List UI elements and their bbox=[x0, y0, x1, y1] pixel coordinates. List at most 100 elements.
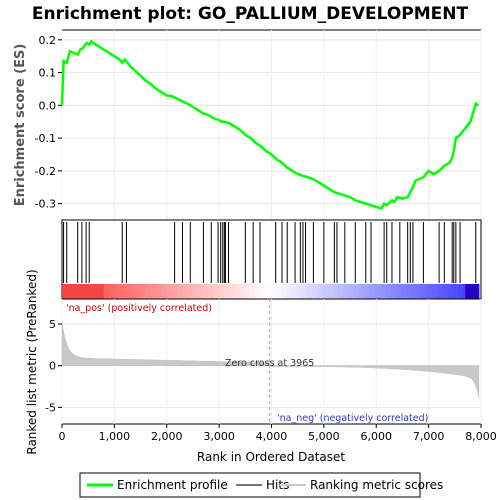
color-bar-segment bbox=[270, 284, 276, 299]
color-bar-segment bbox=[317, 284, 323, 299]
color-bar-segment bbox=[177, 284, 183, 299]
color-bar-segment bbox=[401, 284, 407, 299]
color-bar-segment bbox=[255, 284, 261, 299]
color-bar-segment bbox=[250, 284, 256, 299]
color-bar-segment bbox=[442, 284, 448, 299]
color-bar-segment bbox=[93, 284, 99, 299]
color-bar-segment bbox=[203, 284, 209, 299]
color-bar-segment bbox=[72, 284, 78, 299]
es-tick-label: 0.0 bbox=[39, 99, 57, 112]
ranked-tick-label: 0 bbox=[49, 360, 56, 373]
color-bar-segment bbox=[104, 284, 110, 299]
color-bar-segment bbox=[416, 284, 422, 299]
color-bar-segment bbox=[465, 284, 479, 299]
x-axis-label: Rank in Ordered Dataset bbox=[197, 450, 345, 464]
legend-label-ranking: Ranking metric scores bbox=[310, 478, 443, 492]
x-tick-label: 7,000 bbox=[413, 430, 445, 443]
color-bar-segment bbox=[260, 284, 266, 299]
color-bar-segment bbox=[396, 284, 402, 299]
ranked-ylabel: Ranked list metric (PreRanked) bbox=[25, 269, 39, 454]
color-bar-segment bbox=[437, 284, 443, 299]
color-bar-segment bbox=[125, 284, 131, 299]
x-tick-label: 0 bbox=[59, 430, 66, 443]
color-bar-segment bbox=[114, 284, 120, 299]
color-bar-segment bbox=[302, 284, 308, 299]
color-bar-segment bbox=[349, 284, 355, 299]
color-bar-segment bbox=[307, 284, 313, 299]
color-bar-segment bbox=[192, 284, 198, 299]
color-bar-segment bbox=[343, 284, 349, 299]
color-bar-segment bbox=[151, 284, 157, 299]
color-bar-segment bbox=[119, 284, 125, 299]
color-bar-segment bbox=[171, 284, 177, 299]
x-tick-label: 4,000 bbox=[256, 430, 288, 443]
color-bar-segment bbox=[422, 284, 428, 299]
color-bar-segment bbox=[354, 284, 360, 299]
es-tick-label: 0.1 bbox=[39, 67, 57, 80]
color-bar-segment bbox=[67, 284, 73, 299]
x-tick-label: 3,000 bbox=[203, 430, 235, 443]
color-bar-segment bbox=[333, 284, 339, 299]
color-bar-segment bbox=[135, 284, 141, 299]
color-bar-segment bbox=[208, 284, 214, 299]
ranked-tick-label: -5 bbox=[45, 401, 56, 414]
color-bar-segment bbox=[62, 284, 68, 299]
x-tick-label: 8,000 bbox=[465, 430, 497, 443]
color-bar-segment bbox=[328, 284, 334, 299]
color-bar-segment bbox=[166, 284, 172, 299]
color-bar-segment bbox=[286, 284, 292, 299]
color-bar-segment bbox=[406, 284, 412, 299]
color-bar-segment bbox=[156, 284, 162, 299]
color-bar-segment bbox=[213, 284, 219, 299]
color-bar-segment bbox=[380, 284, 386, 299]
color-bar-segment bbox=[411, 284, 417, 299]
color-bar-segment bbox=[323, 284, 329, 299]
x-tick-label: 2,000 bbox=[151, 430, 183, 443]
color-bar-segment bbox=[145, 284, 151, 299]
color-bar-segment bbox=[244, 284, 250, 299]
color-bar-segment bbox=[88, 284, 94, 299]
color-bar-segment bbox=[239, 284, 245, 299]
es-tick-label: -0.2 bbox=[35, 165, 56, 178]
color-bar-segment bbox=[375, 284, 381, 299]
color-bar-segment bbox=[453, 284, 459, 299]
color-bar-segment bbox=[359, 284, 365, 299]
color-bar-segment bbox=[109, 284, 115, 299]
color-bar-segment bbox=[448, 284, 454, 299]
color-bar-segment bbox=[338, 284, 344, 299]
ranked-tick-label: 5 bbox=[49, 318, 56, 331]
color-bar-segment bbox=[161, 284, 167, 299]
color-bar-segment bbox=[229, 284, 235, 299]
color-bar-segment bbox=[224, 284, 230, 299]
color-bar-segment bbox=[78, 284, 84, 299]
color-bar-segment bbox=[291, 284, 297, 299]
color-bar-segment bbox=[98, 284, 104, 299]
color-bar-segment bbox=[369, 284, 375, 299]
color-bar-segment bbox=[276, 284, 282, 299]
color-bar-segment bbox=[385, 284, 391, 299]
pos-label: 'na_pos' (positively correlated) bbox=[66, 303, 212, 314]
color-bar-segment bbox=[427, 284, 433, 299]
color-bar-segment bbox=[234, 284, 240, 299]
legend-label-enrichment: Enrichment profile bbox=[117, 478, 228, 492]
color-bar-segment bbox=[390, 284, 396, 299]
chart-title: Enrichment plot: GO_PALLIUM_DEVELOPMENT bbox=[32, 4, 469, 24]
color-bar-segment bbox=[432, 284, 438, 299]
x-tick-label: 5,000 bbox=[308, 430, 340, 443]
es-tick-label: -0.1 bbox=[35, 132, 56, 145]
es-ylabel: Enrichment score (ES) bbox=[13, 44, 28, 207]
color-bar-segment bbox=[140, 284, 146, 299]
color-bar-segment bbox=[364, 284, 370, 299]
ranking-color-bar bbox=[62, 284, 480, 299]
color-bar-segment bbox=[265, 284, 271, 299]
es-tick-label: -0.3 bbox=[35, 198, 56, 211]
color-bar-segment bbox=[197, 284, 203, 299]
color-bar-segment bbox=[312, 284, 318, 299]
x-tick-label: 6,000 bbox=[361, 430, 393, 443]
es-tick-label: 0.2 bbox=[39, 34, 57, 47]
color-bar-segment bbox=[297, 284, 303, 299]
color-bar-segment bbox=[187, 284, 193, 299]
color-bar-segment bbox=[281, 284, 287, 299]
